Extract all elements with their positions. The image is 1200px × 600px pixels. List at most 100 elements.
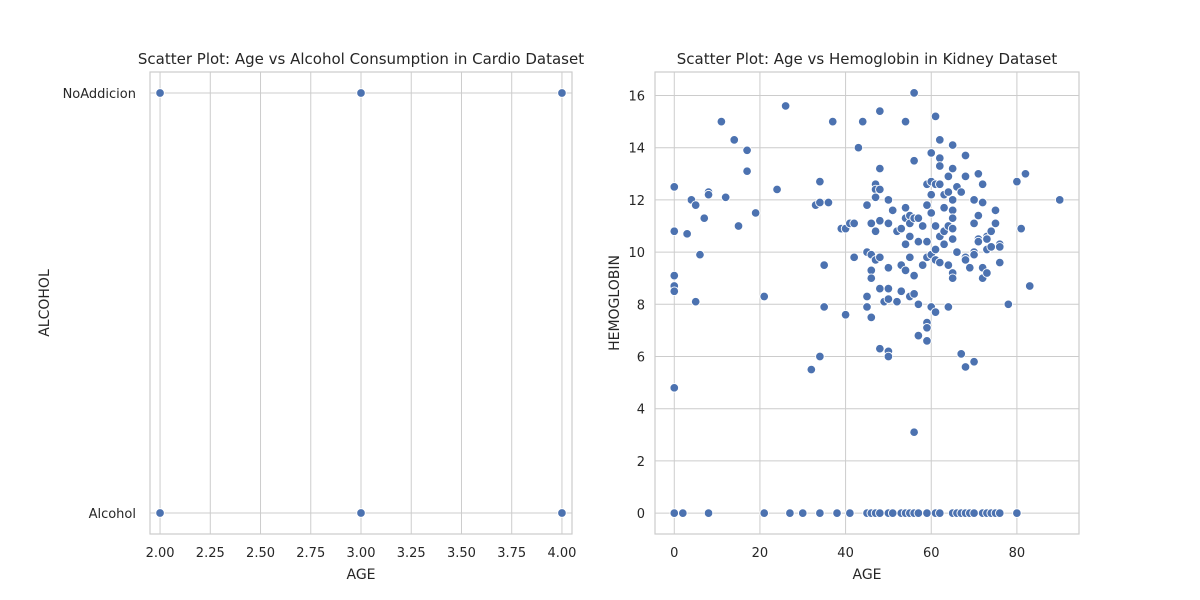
kidney-data-point	[840, 309, 851, 320]
kidney-data-point	[1003, 299, 1014, 310]
kidney-data-point	[965, 263, 975, 273]
kidney-y-tick-label: 14	[628, 142, 645, 157]
cardio-data-point	[356, 508, 366, 518]
kidney-data-point	[969, 218, 979, 229]
kidney-data-point	[973, 169, 984, 179]
kidney-data-point	[913, 508, 924, 518]
kidney-data-point	[943, 302, 954, 312]
kidney-data-point	[909, 270, 919, 281]
kidney-data-point	[960, 362, 971, 372]
kidney-data-point	[875, 216, 885, 226]
kidney-data-point	[883, 263, 894, 273]
kidney-data-point	[875, 184, 885, 195]
kidney-data-point	[995, 242, 1005, 252]
kidney-data-point	[866, 273, 877, 283]
cardio-x-tick-label: 4.00	[547, 546, 576, 561]
kidney-data-point	[913, 299, 924, 310]
kidney-data-point	[857, 116, 868, 127]
kidney-x-tick-label: 60	[923, 546, 940, 561]
kidney-data-point	[798, 508, 808, 518]
kidney-data-point	[729, 135, 739, 145]
kidney-data-point	[969, 356, 979, 367]
kidney-data-point	[1024, 281, 1035, 291]
kidney-data-point	[935, 179, 945, 189]
kidney-data-point	[690, 200, 701, 210]
kidney-data-point	[956, 349, 966, 359]
kidney-data-point	[939, 239, 949, 250]
kidney-data-point	[952, 247, 962, 257]
kidney-data-point	[947, 195, 958, 205]
kidney-data-point	[900, 202, 911, 213]
cardio-data-point	[557, 508, 567, 518]
kidney-data-point	[926, 148, 936, 158]
kidney-data-point	[935, 135, 945, 145]
kidney-data-point	[720, 192, 731, 203]
kidney-data-point	[947, 163, 958, 174]
kidney-data-point	[875, 252, 885, 263]
kidney-data-point	[909, 88, 919, 98]
kidney-data-point	[785, 508, 795, 518]
kidney-data-point	[939, 202, 949, 213]
kidney-data-point	[960, 171, 971, 182]
cardio-grid	[150, 72, 572, 534]
kidney-x-ticks: 0 20 40 60 80	[670, 546, 1025, 561]
cardio-x-tick-label: 3.75	[497, 546, 526, 561]
kidney-data-point	[990, 205, 1001, 216]
kidney-data-point	[669, 226, 680, 236]
kidney-data-point	[913, 330, 924, 341]
cardio-plot-frame	[149, 71, 573, 535]
kidney-data-point	[870, 192, 881, 203]
kidney-data-point	[917, 221, 928, 231]
kidney-data-point	[887, 508, 898, 518]
kidney-data-point	[819, 302, 829, 312]
kidney-data-point	[947, 205, 958, 216]
kidney-data-point	[926, 208, 936, 218]
kidney-data-point	[943, 260, 954, 270]
kidney-data-point	[960, 255, 971, 265]
kidney-y-ticks: 0 2 4 6 8 10 12 14 16	[628, 89, 645, 522]
kidney-data-point	[678, 508, 688, 518]
kidney-data-point	[986, 242, 996, 252]
kidney-data-point	[960, 150, 971, 161]
kidney-data-point	[887, 205, 898, 216]
cardio-x-tick-label: 2.25	[196, 546, 225, 561]
kidney-data-point	[669, 286, 680, 297]
kidney-data-point	[845, 508, 855, 518]
kidney-data-point	[909, 427, 919, 437]
kidney-data-point	[883, 283, 894, 294]
cardio-x-tick-label: 3.50	[447, 546, 476, 561]
kidney-y-tick-label: 0	[637, 507, 645, 522]
kidney-data-point	[905, 252, 915, 263]
kidney-data-point	[995, 257, 1005, 268]
kidney-data-point	[669, 182, 680, 192]
kidney-data-point	[875, 163, 885, 174]
kidney-data-point	[883, 351, 894, 362]
kidney-data-point	[900, 265, 911, 276]
kidney-data-point	[969, 249, 979, 260]
kidney-data-point	[973, 210, 984, 221]
kidney-data-point	[943, 171, 954, 182]
kidney-data-point	[780, 101, 791, 111]
cardio-data-point	[557, 88, 567, 98]
kidney-data-point	[870, 226, 881, 236]
kidney-x-tick-label: 40	[837, 546, 854, 561]
kidney-data-point	[896, 286, 907, 297]
cardio-x-tick-label: 3.25	[397, 546, 426, 561]
kidney-data-point	[823, 197, 834, 208]
kidney-data-point	[669, 270, 680, 281]
kidney-data-point	[947, 273, 958, 283]
kidney-y-tick-label: 2	[637, 455, 645, 470]
kidney-data-point	[866, 312, 877, 323]
kidney-data-point	[827, 116, 838, 127]
kidney-data-point	[883, 218, 894, 229]
cardio-x-axis-label: AGE	[346, 567, 375, 583]
kidney-y-tick-label: 8	[637, 298, 645, 313]
kidney-data-point	[982, 268, 992, 278]
kidney-data-point	[913, 213, 924, 223]
kidney-data-point	[866, 218, 877, 229]
kidney-data-point	[815, 176, 825, 187]
kidney-data-point	[930, 111, 941, 122]
kidney-data-point	[703, 189, 714, 200]
kidney-x-tick-label: 80	[1009, 546, 1026, 561]
